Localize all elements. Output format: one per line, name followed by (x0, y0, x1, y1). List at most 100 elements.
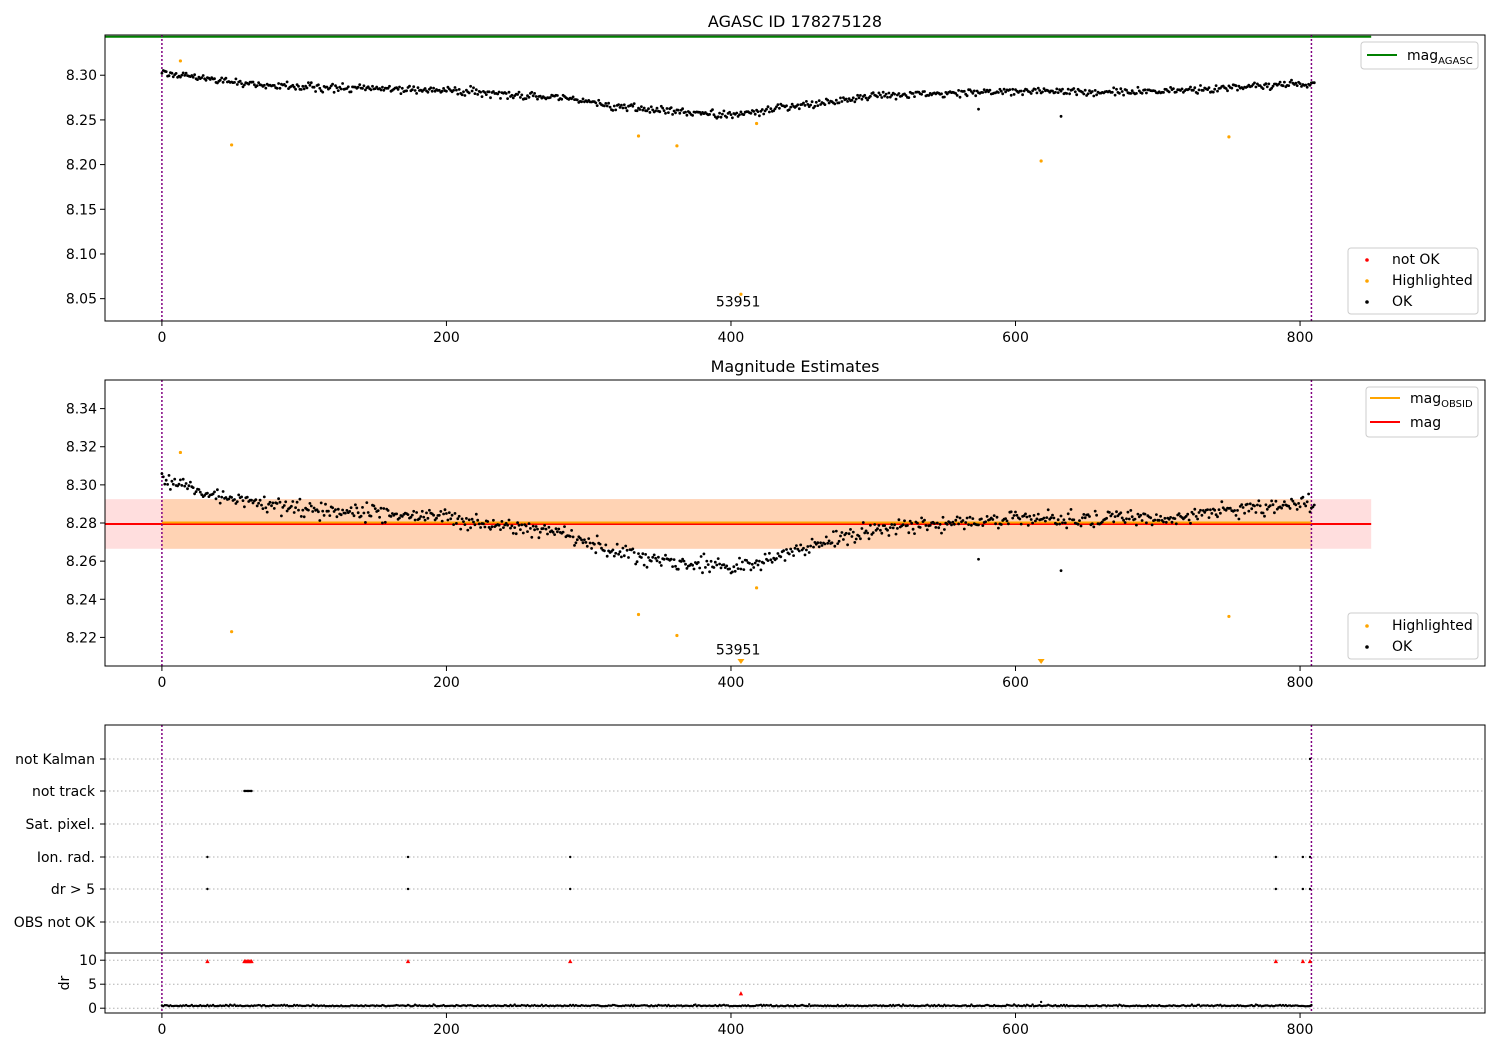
ok-point (500, 520, 504, 523)
ok-point (622, 554, 626, 558)
ok-point (1210, 512, 1214, 515)
ok-point (183, 74, 187, 77)
ok-point (1308, 510, 1312, 514)
ok-point (1011, 87, 1015, 91)
ok-point (1224, 508, 1228, 512)
ok-point (785, 548, 788, 551)
ok-point (412, 85, 416, 89)
ok-point (805, 100, 808, 103)
ok-point (692, 567, 696, 571)
ok-point (844, 97, 848, 101)
ok-point (957, 522, 960, 526)
ok-point (671, 113, 674, 116)
y-tick-label: 8.15 (66, 202, 97, 218)
ok-point (752, 566, 756, 569)
ok-point (1217, 508, 1221, 511)
dr-not-ok-point (205, 958, 210, 964)
ok-point (184, 71, 188, 75)
ok-point (181, 71, 185, 75)
ok-point (332, 90, 336, 94)
ok-point (605, 104, 609, 108)
ok-point (910, 521, 914, 525)
dr-not-ok-point (1300, 958, 1306, 964)
ok-point (440, 519, 444, 523)
ok-point (1236, 509, 1239, 512)
ok-point (641, 552, 645, 556)
ok-point (238, 79, 242, 83)
ok-point (1247, 509, 1251, 513)
ok-point (766, 105, 770, 109)
ok-point (937, 526, 941, 530)
ok-point (169, 488, 172, 491)
ok-point (604, 543, 608, 547)
ok-point (651, 108, 655, 112)
ok-point (624, 544, 628, 548)
ok-point (760, 108, 764, 111)
ok-point (526, 530, 529, 533)
ok-point (1034, 88, 1037, 91)
ok-point (1063, 521, 1067, 525)
ok-point (762, 112, 766, 116)
ok-point (962, 527, 966, 531)
y-tick-label: 10 (79, 953, 97, 969)
ok-point (886, 528, 889, 532)
dr-ok-point (968, 1004, 972, 1008)
ok-point (180, 73, 184, 77)
ok-point (307, 81, 310, 84)
x-tick-label: 400 (718, 1022, 745, 1038)
annotation-obsid: 53951 (716, 643, 761, 659)
ok-point (322, 514, 326, 517)
ok-point (233, 81, 236, 84)
ok-point (1059, 569, 1063, 573)
ok-point (674, 111, 677, 115)
ok-point (795, 544, 798, 547)
ok-point (844, 531, 848, 535)
ok-point (1250, 507, 1254, 511)
ok-point (460, 93, 464, 97)
ok-point (292, 511, 296, 514)
ok-point (476, 93, 480, 96)
y-tick-label: 8.10 (66, 247, 97, 263)
ok-point (520, 523, 524, 527)
ok-point (557, 527, 561, 531)
ok-point (617, 552, 620, 556)
x-tick-label: 0 (157, 330, 166, 346)
ok-point (662, 109, 666, 112)
ok-point (676, 567, 680, 571)
ok-point (318, 519, 322, 522)
ok-point (1035, 91, 1039, 95)
ok-point (655, 559, 659, 563)
ok-point (1112, 520, 1116, 524)
ok-point (373, 507, 377, 510)
ok-point (336, 507, 340, 511)
ok-point (1197, 88, 1201, 92)
highlighted-point (230, 630, 234, 634)
ok-point (657, 555, 660, 559)
ok-point (416, 86, 420, 89)
ok-point (1253, 504, 1256, 508)
ok-point (533, 528, 536, 532)
ok-point (262, 83, 266, 87)
ok-point (810, 100, 814, 104)
ok-point (544, 527, 548, 531)
ok-point (982, 88, 986, 91)
ok-point (621, 106, 625, 110)
legend-marker-ok (1365, 645, 1369, 649)
ok-point (341, 508, 344, 512)
ok-point (1072, 518, 1076, 522)
ok-point (506, 523, 509, 527)
dr-ok-point (1197, 1003, 1201, 1006)
ok-point (445, 89, 448, 93)
ok-point (1230, 86, 1234, 90)
ok-point (366, 511, 370, 514)
ok-point (362, 511, 366, 515)
ok-point (684, 110, 687, 114)
magnitude-y-ticks: 8.22 8.24 8.26 8.28 8.30 8.32 8.34 (66, 402, 105, 646)
ok-point (341, 82, 344, 85)
ok-point (469, 526, 472, 530)
ok-point (1177, 512, 1181, 515)
out-of-range-marker (737, 659, 745, 664)
ok-point (160, 472, 164, 475)
ok-point (925, 528, 929, 532)
ok-point (1270, 499, 1273, 503)
